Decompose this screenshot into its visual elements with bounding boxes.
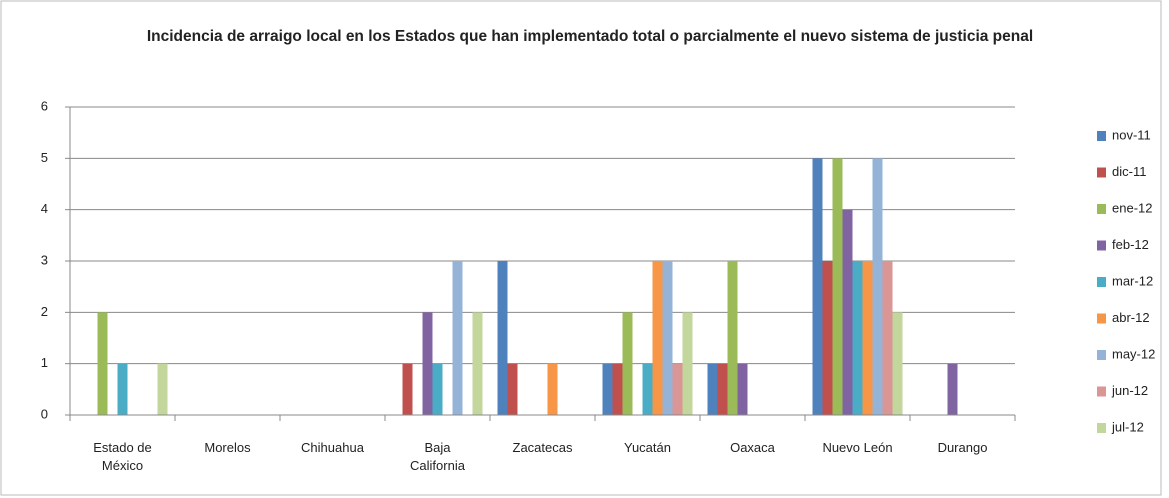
- y-tick-label: 3: [41, 252, 48, 267]
- legend-label: jun-12: [1111, 383, 1148, 398]
- legend-label: ene-12: [1112, 200, 1152, 215]
- bar: [672, 363, 683, 415]
- bar: [402, 363, 413, 415]
- legend-swatch: [1097, 313, 1106, 324]
- bar: [157, 363, 168, 415]
- y-tick-label: 0: [41, 406, 48, 421]
- legend-label: mar-12: [1112, 273, 1153, 288]
- bar: [812, 158, 823, 416]
- legend-label: nov-11: [1112, 127, 1151, 142]
- chart-title: Incidencia de arraigo local en los Estad…: [147, 28, 1033, 45]
- bar: [872, 158, 883, 416]
- y-tick-label: 2: [41, 304, 48, 319]
- x-tick-label: Yucatán: [624, 440, 671, 455]
- legend-label: dic-11: [1112, 164, 1146, 179]
- y-tick-label: 6: [41, 98, 48, 113]
- bar: [602, 363, 613, 415]
- bar: [822, 261, 833, 415]
- legend-swatch: [1097, 350, 1106, 360]
- x-tick-label: Morelos: [204, 440, 251, 455]
- bar: [682, 312, 693, 415]
- bar: [717, 363, 728, 415]
- x-tick-label: Oaxaca: [730, 440, 775, 455]
- legend-label: abr-12: [1112, 310, 1150, 325]
- y-tick-label: 1: [41, 355, 48, 370]
- bar: [97, 312, 108, 415]
- legend-label: jul-12: [1111, 419, 1144, 434]
- y-tick-label: 4: [41, 201, 48, 216]
- x-tick-label: Chihuahua: [301, 440, 364, 455]
- legend-swatch: [1097, 423, 1106, 433]
- bar: [652, 261, 663, 415]
- bar: [707, 363, 718, 415]
- bar: [832, 158, 843, 416]
- legend-label: may-12: [1112, 346, 1155, 361]
- bar: [622, 312, 633, 415]
- bar: [642, 363, 653, 415]
- bar: [422, 312, 433, 415]
- bar: [507, 363, 518, 415]
- bar: [117, 363, 128, 415]
- bar: [497, 261, 508, 415]
- bar: [862, 261, 873, 415]
- bar: [947, 363, 958, 415]
- bar: [892, 312, 903, 415]
- bar: [612, 363, 623, 415]
- x-tick-label: Estado de México: [93, 440, 152, 473]
- bar: [737, 363, 748, 415]
- legend-swatch: [1097, 167, 1106, 178]
- legend-swatch: [1097, 386, 1106, 397]
- bar: [842, 209, 853, 415]
- legend-swatch: [1097, 277, 1106, 287]
- bar: [432, 363, 443, 415]
- x-tick-label: Baja California: [410, 440, 465, 473]
- legend-swatch: [1097, 240, 1106, 251]
- bar: [852, 261, 863, 415]
- legend-swatch: [1097, 131, 1106, 141]
- y-tick-label: 5: [41, 150, 48, 165]
- bar: [472, 312, 483, 415]
- x-tick-label: Zacatecas: [512, 440, 573, 455]
- bar: [727, 261, 738, 415]
- bar: [662, 261, 673, 415]
- bar: [882, 261, 893, 415]
- legend-label: feb-12: [1112, 237, 1149, 252]
- bar: [452, 261, 463, 415]
- x-tick-label: Durango: [937, 440, 988, 455]
- x-tick-label: Nuevo León: [822, 440, 893, 455]
- legend-swatch: [1097, 204, 1106, 214]
- bar: [547, 363, 558, 415]
